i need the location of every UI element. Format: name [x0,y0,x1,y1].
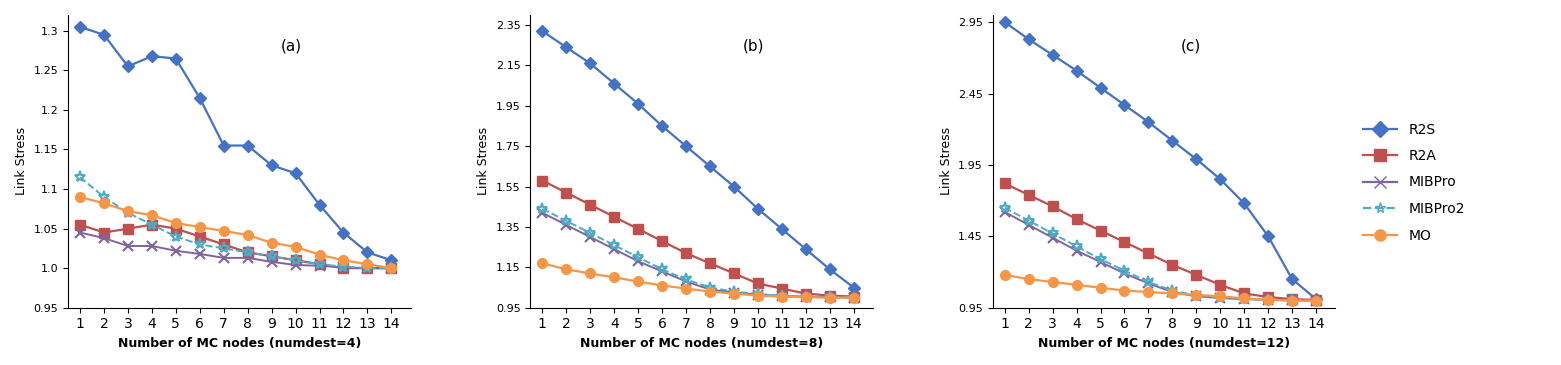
Y-axis label: Link Stress: Link Stress [16,127,28,195]
Text: (a): (a) [281,38,301,53]
Y-axis label: Link Stress: Link Stress [940,127,952,195]
X-axis label: Number of MC nodes (numdest=8): Number of MC nodes (numdest=8) [581,337,823,350]
Text: (c): (c) [1182,38,1202,53]
X-axis label: Number of MC nodes (numdest=12): Number of MC nodes (numdest=12) [1038,337,1289,350]
Y-axis label: Link Stress: Link Stress [478,127,490,195]
Legend: R2S, R2A, MIBPro, MIBPro2, MO: R2S, R2A, MIBPro, MIBPro2, MO [1357,117,1470,248]
Text: (b): (b) [743,38,765,53]
X-axis label: Number of MC nodes (numdest=4): Number of MC nodes (numdest=4) [117,337,361,350]
